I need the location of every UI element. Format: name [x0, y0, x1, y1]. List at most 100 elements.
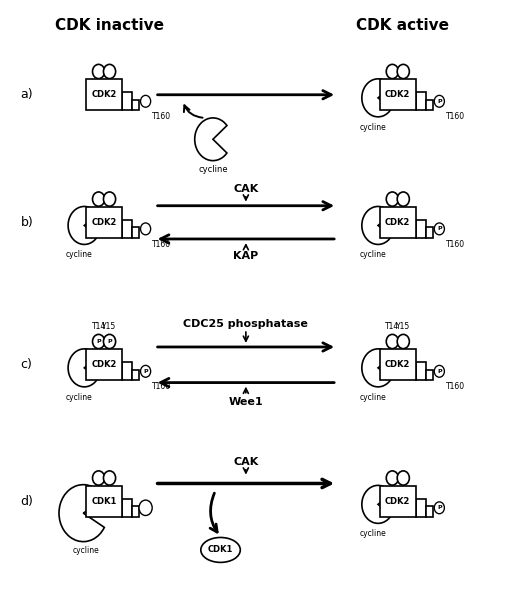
Circle shape	[140, 95, 151, 107]
Circle shape	[434, 95, 444, 107]
Text: CDK2: CDK2	[91, 90, 117, 99]
Bar	[86, 486, 122, 517]
Bar	[122, 92, 133, 110]
Text: c): c)	[20, 358, 32, 371]
Circle shape	[397, 64, 410, 78]
Wedge shape	[362, 349, 391, 387]
Text: T14: T14	[92, 322, 105, 331]
Bar	[122, 220, 133, 238]
Text: P: P	[437, 369, 442, 374]
Circle shape	[140, 365, 151, 377]
Circle shape	[103, 64, 116, 78]
Text: T160: T160	[152, 240, 172, 249]
Bar	[133, 227, 139, 238]
Text: CDK2: CDK2	[385, 360, 411, 369]
Text: P: P	[437, 99, 442, 104]
Bar	[379, 79, 416, 110]
Circle shape	[434, 502, 444, 514]
Wedge shape	[362, 485, 391, 524]
Text: cycline: cycline	[359, 393, 387, 402]
Text: T160: T160	[446, 112, 465, 121]
Bar	[426, 506, 433, 517]
Text: Y15: Y15	[102, 322, 117, 331]
Bar	[133, 370, 139, 380]
Bar	[416, 362, 426, 380]
Text: T160: T160	[152, 382, 172, 391]
Text: CAK: CAK	[233, 457, 259, 467]
Circle shape	[93, 64, 104, 78]
Bar	[86, 349, 122, 380]
Bar	[426, 227, 433, 238]
Bar	[416, 220, 426, 238]
Circle shape	[103, 192, 116, 206]
Circle shape	[93, 192, 104, 206]
Wedge shape	[68, 349, 98, 387]
Bar	[122, 362, 133, 380]
Bar	[416, 92, 426, 110]
Circle shape	[397, 471, 410, 485]
Circle shape	[386, 64, 398, 78]
Text: P: P	[96, 339, 101, 344]
Text: b): b)	[20, 216, 33, 229]
Wedge shape	[362, 207, 391, 244]
Circle shape	[103, 471, 116, 485]
Text: Y15: Y15	[396, 322, 411, 331]
Circle shape	[386, 192, 398, 206]
Bar	[426, 99, 433, 110]
Bar	[416, 499, 426, 517]
Text: CDK2: CDK2	[91, 360, 117, 369]
Text: Wee1: Wee1	[228, 397, 263, 407]
Circle shape	[386, 471, 398, 485]
Text: CDK2: CDK2	[385, 218, 411, 227]
Bar	[379, 207, 416, 238]
Wedge shape	[59, 485, 104, 541]
Text: CDK inactive: CDK inactive	[55, 17, 164, 32]
Circle shape	[140, 223, 151, 235]
Wedge shape	[195, 118, 227, 161]
Circle shape	[434, 365, 444, 377]
Bar	[426, 370, 433, 380]
Bar	[379, 349, 416, 380]
Text: CDK2: CDK2	[385, 497, 411, 506]
Text: P: P	[143, 369, 148, 374]
Text: cycline: cycline	[73, 546, 100, 555]
Wedge shape	[362, 79, 391, 117]
Text: cycline: cycline	[359, 250, 387, 259]
Text: T14: T14	[385, 322, 399, 331]
Circle shape	[397, 334, 410, 349]
Circle shape	[397, 192, 410, 206]
Circle shape	[93, 334, 104, 349]
Text: P: P	[437, 506, 442, 510]
Circle shape	[139, 500, 152, 516]
Circle shape	[386, 334, 398, 349]
Text: cycline: cycline	[66, 250, 93, 259]
Text: CAK: CAK	[233, 184, 259, 194]
Text: cycline: cycline	[198, 165, 228, 174]
Text: T160: T160	[446, 240, 465, 249]
Text: a): a)	[20, 88, 33, 101]
Text: cycline: cycline	[66, 393, 93, 402]
Ellipse shape	[201, 537, 240, 562]
Bar	[133, 506, 139, 517]
Text: P: P	[107, 339, 112, 344]
Text: KAP: KAP	[233, 251, 259, 261]
Text: CDC25 phosphatase: CDC25 phosphatase	[183, 319, 308, 329]
Bar	[86, 79, 122, 110]
Text: CDK2: CDK2	[91, 218, 117, 227]
Circle shape	[434, 223, 444, 235]
Bar	[122, 499, 133, 517]
Text: d): d)	[20, 495, 33, 508]
Text: T160: T160	[446, 382, 465, 391]
Bar	[86, 207, 122, 238]
Text: CDK1: CDK1	[91, 497, 117, 506]
Text: CDK1: CDK1	[208, 546, 233, 555]
Text: CDK active: CDK active	[356, 17, 450, 32]
Circle shape	[93, 471, 104, 485]
Bar	[379, 486, 416, 517]
Text: T160: T160	[152, 112, 172, 121]
Text: cycline: cycline	[359, 123, 387, 132]
Wedge shape	[68, 207, 98, 244]
Text: cycline: cycline	[359, 530, 387, 539]
Text: P: P	[437, 226, 442, 231]
Bar	[133, 99, 139, 110]
